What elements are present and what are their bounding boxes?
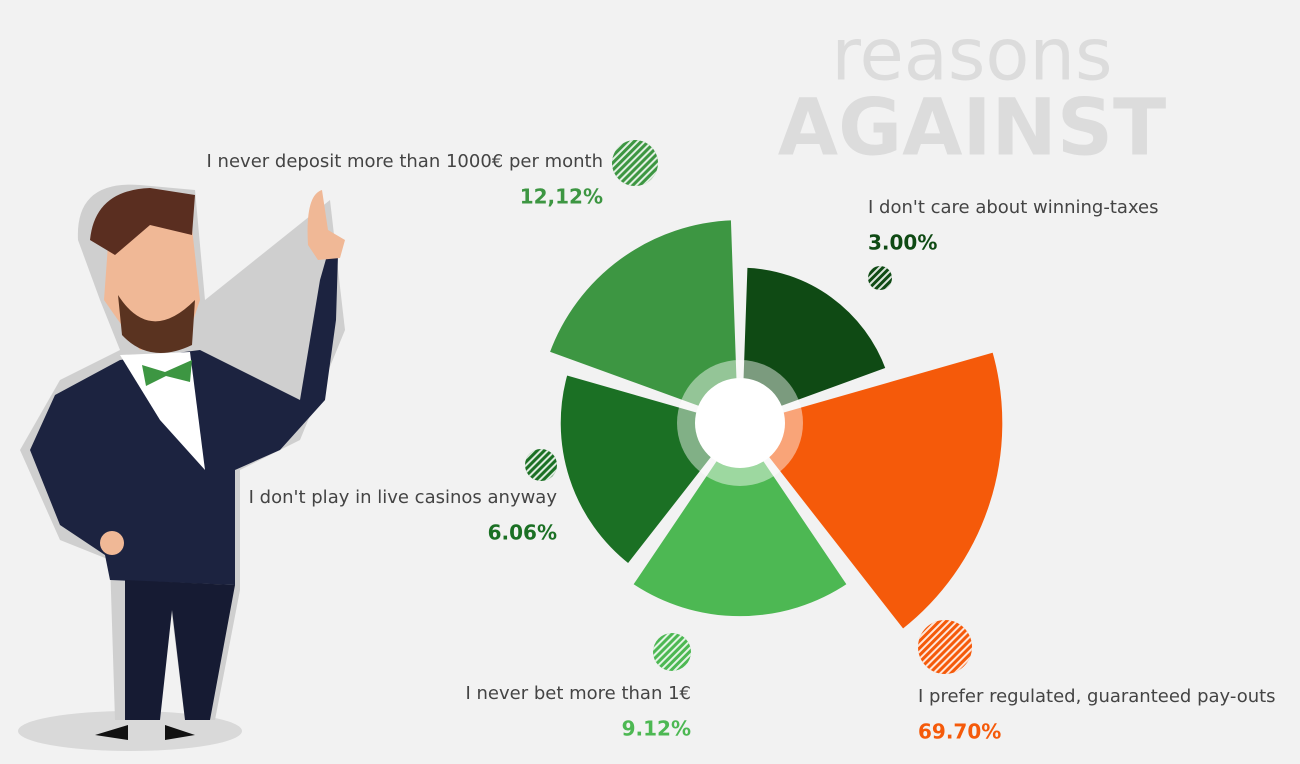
chart-subtitle: AGAINST xyxy=(778,83,1166,173)
value-label: 9.12% xyxy=(622,717,691,741)
legend-icon-hatch xyxy=(612,140,658,186)
wedge xyxy=(544,216,743,426)
legend-icon-hatch xyxy=(918,620,972,674)
center-hole xyxy=(695,378,785,468)
category-label: I never deposit more than 1000€ per mont… xyxy=(207,151,603,172)
mascot xyxy=(18,184,345,751)
category-label: I don't play in live casinos anyway xyxy=(249,487,558,508)
value-label: 3.00% xyxy=(868,231,937,255)
plot-area xyxy=(544,216,1007,635)
wedge xyxy=(737,263,891,426)
category-label: I prefer regulated, guaranteed pay-outs xyxy=(918,686,1276,707)
category-label: I never bet more than 1€ xyxy=(465,683,691,704)
value-label: 69.70% xyxy=(918,720,1001,744)
category-label: I don't care about winning-taxes xyxy=(868,197,1159,218)
chart-title: reasons xyxy=(831,13,1112,97)
value-label: 12,12% xyxy=(520,185,603,209)
legend-icon-hatch xyxy=(868,266,892,290)
legend-icon-hatch xyxy=(525,449,557,481)
wedge xyxy=(556,370,744,569)
wedge xyxy=(736,347,1007,635)
wedge xyxy=(628,419,852,621)
value-label: 6.06% xyxy=(488,521,557,545)
legend-icon-hatch xyxy=(653,633,691,671)
